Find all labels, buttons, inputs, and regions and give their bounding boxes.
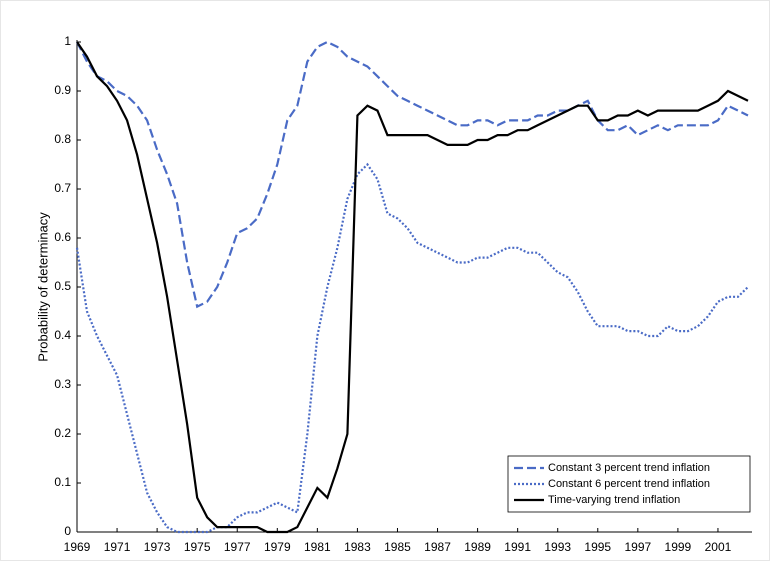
legend-box: [507, 455, 751, 513]
y-tick-label: 0.4: [54, 328, 71, 342]
y-tick-label: 0.3: [54, 377, 71, 391]
legend-label: Constant 3 percent trend inflation: [548, 462, 710, 474]
x-tick-label: 1973: [144, 540, 171, 554]
x-tick-label: 1983: [344, 540, 371, 554]
y-tick-label: 0.2: [54, 426, 71, 440]
x-tick-label: 1971: [104, 540, 131, 554]
x-tick-label: 1979: [264, 540, 291, 554]
x-tick-label: 1991: [504, 540, 531, 554]
y-tick-label: 0.9: [54, 83, 71, 97]
x-tick-label: 1975: [184, 540, 211, 554]
x-tick-label: 1999: [665, 540, 692, 554]
y-tick-label: 0: [64, 524, 71, 538]
y-tick-label: 0.7: [54, 181, 71, 195]
y-tick-label: 0.8: [54, 132, 71, 146]
series-line: [76, 41, 749, 534]
x-tick-label: 1977: [224, 540, 251, 554]
x-tick-label: 1995: [584, 540, 611, 554]
y-tick-label: 1: [64, 34, 71, 48]
x-tick-label: 2001: [705, 540, 732, 554]
y-tick-label: 0.5: [54, 279, 71, 293]
x-tick-label: 1987: [424, 540, 451, 554]
series-line: [75, 162, 749, 534]
legend-label: Constant 6 percent trend inflation: [548, 478, 710, 490]
x-tick-label: 1993: [544, 540, 571, 554]
x-tick-label: 1989: [464, 540, 491, 554]
y-axis-label: Probability of determinacy: [35, 212, 50, 362]
x-tick-label: 1969: [64, 540, 91, 554]
x-tick-label: 1997: [624, 540, 651, 554]
y-tick-label: 0.1: [54, 475, 71, 489]
x-tick-label: 1985: [384, 540, 411, 554]
legend-label: Time-varying trend inflation: [548, 494, 680, 506]
series-line: [76, 40, 749, 309]
x-tick-label: 1981: [304, 540, 331, 554]
y-tick-label: 0.6: [54, 230, 71, 244]
